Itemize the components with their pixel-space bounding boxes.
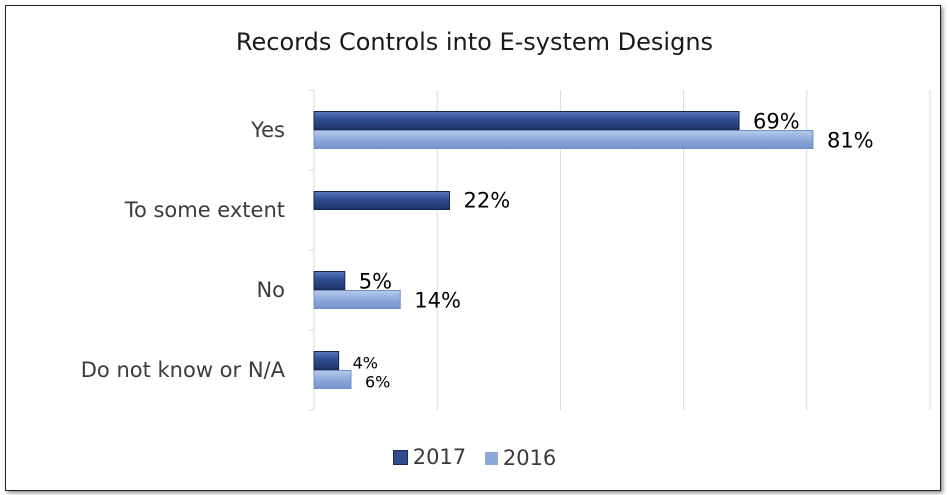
category-label-3: Do not know or N/A [81, 358, 286, 382]
data-label-2017-2: 5% [359, 270, 392, 294]
data-label-2016-3: 6% [365, 373, 390, 392]
category-label-2: No [256, 278, 285, 302]
data-label-2017-3: 4% [353, 354, 378, 373]
chart-frame [5, 5, 941, 491]
bar-2017-3 [313, 351, 340, 370]
chart-title: Records Controls into E-system Designs [235, 28, 714, 56]
legend-swatch-2016 [484, 451, 498, 465]
bar-2016-3 [313, 370, 352, 389]
legend-label-2017: 2017 [412, 445, 467, 469]
data-label-2017-0: 69% [753, 110, 800, 134]
bar-2016-0 [313, 130, 814, 149]
category-label-1: To some extent [124, 198, 285, 222]
bar-2017-2 [313, 271, 346, 290]
data-label-2016-0: 81% [827, 129, 874, 153]
bar-2017-1 [313, 191, 451, 210]
bar-2016-2 [313, 290, 401, 309]
data-label-2016-2: 14% [414, 289, 461, 313]
legend: 2017 2016 [0, 445, 949, 470]
data-label-2017-1: 22% [464, 189, 511, 213]
category-label-0: Yes [250, 118, 285, 142]
legend-item-2017: 2017 [392, 445, 467, 469]
bar-2017-0 [313, 111, 740, 130]
legend-swatch-2017 [392, 449, 408, 465]
legend-label-2016: 2016 [502, 446, 557, 470]
legend-item-2016: 2016 [484, 446, 557, 470]
